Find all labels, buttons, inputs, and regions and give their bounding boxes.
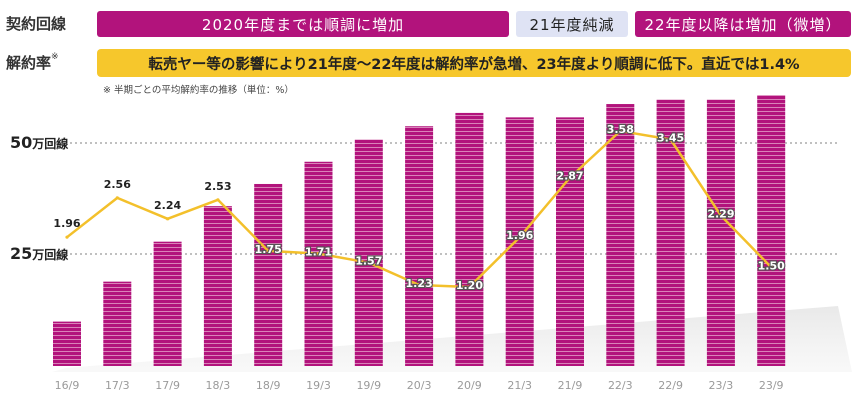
rate-label-23/9: 1.50: [758, 259, 785, 272]
rate-point-18/3: [216, 198, 220, 202]
rate-point-20/9: [467, 285, 471, 289]
bar-17/9: [153, 241, 182, 366]
cancel-rate-note-mark: ※: [51, 52, 59, 62]
x-tick-17/3: 17/3: [105, 379, 130, 392]
cancel-rate-row-label: 解約率※: [6, 52, 59, 73]
rate-label-19/3: 1.71: [305, 246, 332, 259]
rate-point-23/3: [719, 213, 723, 218]
x-tick-18/9: 18/9: [256, 379, 281, 392]
rate-label-16/9: 1.96: [53, 217, 80, 230]
x-tick-19/9: 19/9: [356, 379, 381, 392]
x-tick-22/3: 22/3: [608, 379, 633, 392]
contract-segment-slight-growth: 22年度以降は増加（微増）: [635, 11, 851, 37]
contract-segment-growth: 2020年度までは順調に増加: [97, 11, 509, 37]
rate-point-17/3: [115, 196, 119, 200]
rate-label-22/9: 3.45: [657, 132, 684, 145]
bar-18/9: [254, 183, 283, 366]
rate-label-17/3: 2.56: [104, 178, 131, 191]
rate-point-22/9: [669, 137, 673, 142]
bar-16/9: [53, 321, 81, 366]
y-tick-unit: 万回線: [31, 136, 68, 151]
contract-segment-decline: 21年度純減: [516, 11, 628, 37]
bar-20/9: [455, 112, 484, 366]
rate-point-19/9: [367, 261, 371, 265]
y-tick-number: 25: [10, 244, 32, 263]
rate-label-22/3: 3.58: [607, 123, 634, 136]
x-tick-20/3: 20/3: [407, 379, 432, 392]
bar-17/3: [103, 281, 132, 366]
rate-label-17/9: 2.24: [154, 199, 181, 212]
cancel-rate-summary: 転売ヤー等の影響により21年度～22年度は解約率が急増、23年度より順調に低下。…: [97, 49, 851, 77]
cancel-rate-label-text: 解約率: [6, 54, 52, 72]
rate-point-22/3: [618, 129, 622, 133]
rate-point-18/9: [266, 249, 270, 253]
rate-point-20/3: [417, 283, 421, 287]
bar-20/3: [405, 126, 434, 367]
x-tick-19/3: 19/3: [306, 379, 331, 392]
bar-19/9: [354, 139, 383, 366]
y-tick-unit: 万回線: [31, 247, 68, 262]
rate-label-20/9: 1.20: [456, 279, 483, 292]
y-tick-25: 25万回線: [10, 244, 68, 263]
rate-label-20/3: 1.23: [406, 277, 433, 290]
x-tick-23/3: 23/3: [709, 379, 734, 392]
bar-21/3: [505, 117, 534, 366]
x-tick-21/3: 21/3: [507, 379, 532, 392]
rate-label-23/3: 2.29: [707, 208, 734, 221]
y-tick-50: 50万回線: [10, 133, 68, 152]
bar-22/3: [606, 104, 635, 366]
chart-note: ※ 半期ごとの平均解約率の推移（単位：%）: [103, 85, 294, 96]
rate-label-18/3: 2.53: [204, 180, 231, 193]
x-tick-18/3: 18/3: [206, 379, 231, 392]
rate-point-21/3: [518, 235, 522, 239]
bar-23/3: [706, 99, 735, 366]
bar-19/3: [304, 161, 333, 366]
bar-23/9: [757, 95, 786, 366]
x-tick-20/9: 20/9: [457, 379, 482, 392]
x-tick-23/9: 23/9: [759, 379, 784, 392]
bar-22/9: [656, 99, 685, 366]
rate-label-21/3: 1.96: [506, 229, 533, 242]
x-tick-17/9: 17/9: [155, 379, 180, 392]
rate-point-16/9: [65, 235, 69, 239]
bar-21/9: [556, 117, 584, 366]
rate-label-21/9: 2.87: [556, 170, 583, 183]
baseline-shadow: [52, 306, 852, 372]
contract-row-label: 契約回線: [6, 15, 67, 33]
rate-point-21/9: [568, 175, 572, 180]
y-tick-number: 50: [10, 133, 32, 152]
rate-point-17/9: [166, 217, 170, 221]
x-tick-16/9: 16/9: [55, 379, 80, 392]
rate-point-19/3: [316, 251, 321, 256]
rate-label-18/9: 1.75: [255, 243, 282, 256]
x-tick-21/9: 21/9: [558, 379, 583, 392]
bar-18/3: [203, 206, 232, 366]
rate-point-23/9: [769, 265, 773, 269]
rate-label-19/9: 1.57: [355, 255, 382, 268]
x-tick-22/9: 22/9: [658, 379, 683, 392]
